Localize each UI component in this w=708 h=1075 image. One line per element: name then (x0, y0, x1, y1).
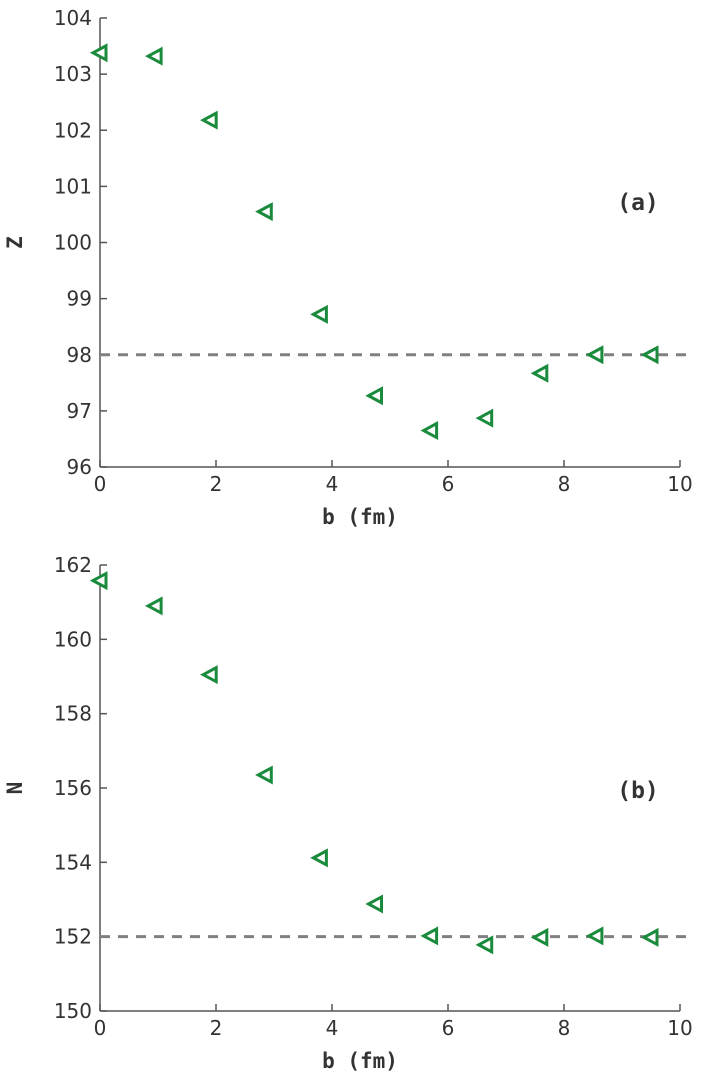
y-tick-label: 96 (67, 455, 92, 479)
y-tick-label: 100 (54, 231, 92, 255)
data-point (255, 765, 273, 785)
data-point (200, 665, 218, 685)
y-tick-label: 102 (54, 118, 92, 142)
y-tick-label: 103 (54, 62, 92, 86)
data-point (200, 110, 218, 130)
x-tick-label: 6 (442, 1016, 455, 1040)
data-point (475, 408, 494, 428)
y-axis-label: N (3, 782, 27, 795)
x-tick-label: 2 (210, 472, 223, 496)
panel-a: 0 2 4 6 8 10 96 97 98 99 100 101 102 103 104 b (fm) Z (a) (3, 6, 693, 529)
y-tick-label: 162 (54, 553, 92, 577)
x-tick-label: 10 (667, 1016, 692, 1040)
data-point (530, 363, 549, 383)
data-point (89, 571, 108, 591)
x-tick-label: 0 (94, 472, 107, 496)
x-tick-label: 2 (210, 1016, 223, 1040)
data-point (89, 43, 108, 63)
data-point (530, 927, 549, 947)
x-tick-label: 6 (442, 472, 455, 496)
x-axis-label: b (fm) (322, 505, 398, 529)
panel-b: 0 2 4 6 8 10 150 152 154 156 158 160 162 b (fm) N (b) (3, 553, 693, 1073)
data-point (144, 596, 163, 616)
data-point (420, 926, 439, 946)
data-point (475, 935, 494, 955)
x-tick-label: 4 (326, 472, 339, 496)
data-point (640, 927, 659, 947)
x-tick-label: 8 (558, 472, 571, 496)
data-point (144, 46, 163, 66)
x-axis-label: b (fm) (322, 1049, 398, 1073)
y-tick-label: 158 (54, 702, 92, 726)
data-point (310, 304, 328, 324)
y-tick-label: 99 (67, 287, 92, 311)
y-tick-label: 160 (54, 627, 92, 651)
data-point (640, 345, 659, 365)
x-tick-label: 0 (94, 1016, 107, 1040)
data-point (585, 926, 604, 946)
y-tick-label: 154 (54, 850, 92, 874)
y-tick-label: 156 (54, 776, 92, 800)
data-point (585, 345, 604, 365)
y-tick-label: 150 (54, 999, 92, 1023)
y-tick-label: 101 (54, 174, 92, 198)
y-axis-label: Z (3, 236, 27, 249)
data-point (255, 202, 273, 222)
y-tick-label: 104 (54, 6, 92, 30)
data-point (365, 894, 383, 914)
x-tick-label: 4 (326, 1016, 339, 1040)
y-tick-label: 97 (67, 399, 92, 423)
data-point (420, 421, 439, 441)
data-point (310, 848, 328, 868)
x-tick-label: 10 (667, 472, 692, 496)
data-point (365, 386, 383, 406)
y-tick-label: 152 (54, 925, 92, 949)
x-tick-label: 8 (558, 1016, 571, 1040)
y-tick-label: 98 (67, 343, 92, 367)
panel-label: (a) (617, 190, 659, 216)
panel-label: (b) (617, 778, 659, 804)
